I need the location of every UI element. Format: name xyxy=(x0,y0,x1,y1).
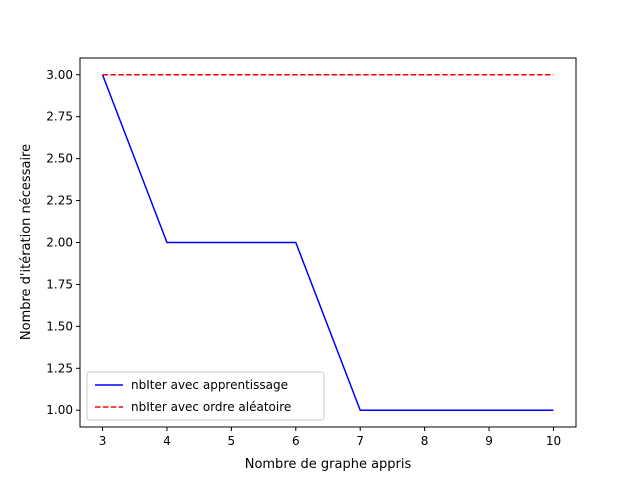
x-tick-label: 4 xyxy=(163,434,171,448)
y-axis-label: Nombre d'itération nécessaire xyxy=(19,144,34,340)
series-line-0 xyxy=(101,74,554,411)
y-tick-label: 2.75 xyxy=(46,110,73,124)
legend: nbIter avec apprentissage nbIter avec ord… xyxy=(86,371,325,421)
x-axis-label: Nombre de graphe appris xyxy=(245,457,412,472)
legend-label-0: nbIter avec apprentissage xyxy=(131,378,288,392)
x-tick-label: 3 xyxy=(99,434,107,448)
y-tick-label: 1.75 xyxy=(46,277,73,291)
x-tick-label: 5 xyxy=(228,434,236,448)
x-tick-label: 6 xyxy=(292,434,300,448)
plot-lines xyxy=(101,74,554,411)
y-tick-label: 1.25 xyxy=(46,361,73,375)
x-tick-label: 7 xyxy=(356,434,364,448)
legend-box xyxy=(86,371,325,421)
y-tick-label: 2.50 xyxy=(46,152,73,166)
legend-label-1: nbIter avec ordre aléatoire xyxy=(131,400,291,414)
y-tick-label: 1.00 xyxy=(46,403,73,417)
y-tick-label: 1.50 xyxy=(46,319,73,333)
x-tick-label: 9 xyxy=(485,434,493,448)
y-tick-label: 3.00 xyxy=(46,68,73,82)
y-axis: 1.00 1.25 1.50 1.75 2.00 2.25 2.50 2.75 3.00 xyxy=(46,68,80,417)
x-tick-label: 10 xyxy=(546,434,561,448)
y-tick-label: 2.25 xyxy=(46,194,73,208)
y-tick-label: 2.00 xyxy=(46,236,73,250)
x-axis: 3 4 5 6 7 8 9 10 xyxy=(99,427,561,448)
x-tick-label: 8 xyxy=(421,434,429,448)
